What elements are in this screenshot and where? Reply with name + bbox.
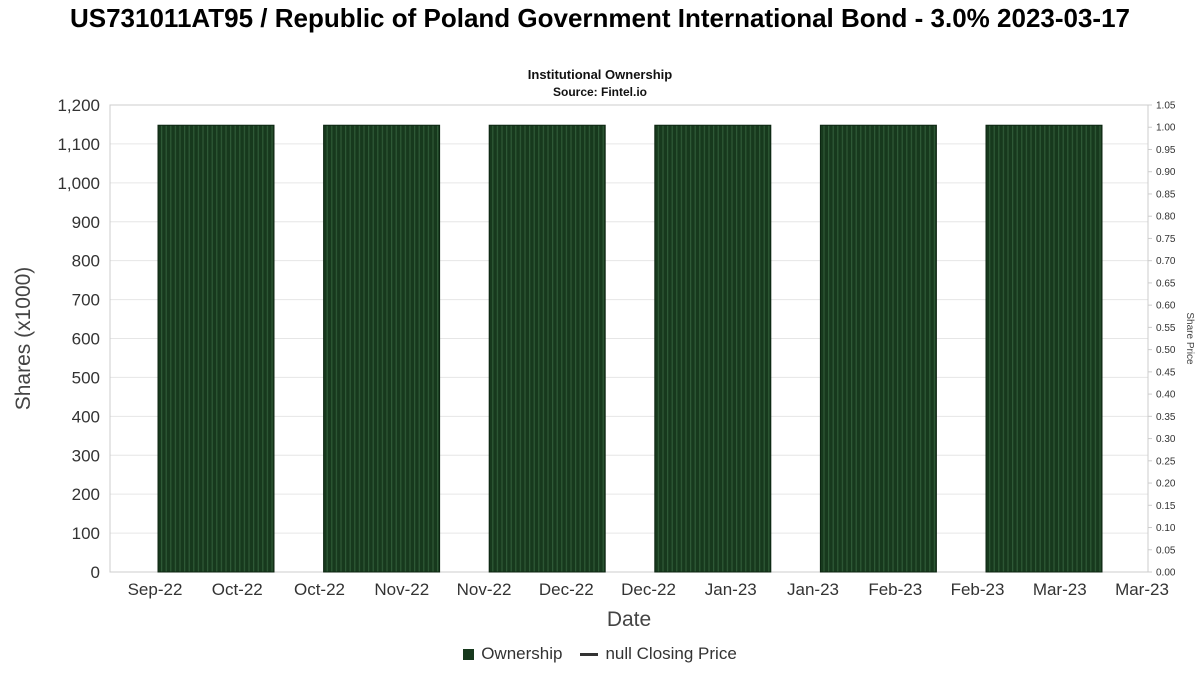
ownership-swatch-icon — [463, 648, 475, 660]
y-right-tick-label: 0.35 — [1156, 412, 1176, 423]
chart-subtitle: Institutional Ownership — [527, 67, 673, 82]
x-tick-label: Jan-23 — [705, 580, 757, 599]
y-right-tick-label: 0.80 — [1156, 212, 1176, 223]
chart-source: Source: Fintel.io — [552, 85, 647, 99]
x-tick-label: Nov-22 — [374, 580, 429, 599]
ownership-bar[interactable] — [323, 124, 441, 573]
y-right-tick-label: 0.55 — [1156, 323, 1176, 334]
y-left-tick-label: 1,100 — [57, 135, 100, 154]
y-right-tick-label: 0.40 — [1156, 390, 1176, 401]
y-left-tick-label: 800 — [72, 252, 100, 271]
ownership-bar[interactable] — [157, 124, 275, 573]
y-left-tick-label: 600 — [72, 330, 100, 349]
legend: Ownership null Closing Price — [0, 644, 1200, 664]
y-right-tick-label: 0.20 — [1156, 479, 1176, 490]
y-left-axis-title: Shares (x1000) — [12, 267, 35, 411]
x-tick-label: Oct-22 — [294, 580, 345, 599]
y-right-tick-label: 1.00 — [1156, 123, 1176, 134]
y-right-tick-label: 0.10 — [1156, 523, 1176, 534]
y-left-tick-label: 300 — [72, 446, 100, 465]
y-left-tick-label: 900 — [72, 213, 100, 232]
y-right-axis-title: Share Price — [1184, 312, 1195, 365]
closing-price-line-icon — [580, 652, 599, 656]
y-right-tick-label: 0.65 — [1156, 278, 1176, 289]
y-right-tick-label: 0.70 — [1156, 256, 1176, 267]
x-tick-label: Dec-22 — [539, 580, 594, 599]
plot-frame — [109, 104, 1149, 573]
legend-label-ownership: Ownership — [481, 644, 563, 663]
x-tick-label: Mar-23 — [1033, 580, 1087, 599]
ownership-bar[interactable] — [985, 124, 1103, 573]
legend-label-closing-price: null Closing Price — [605, 644, 737, 663]
y-right-tick-label: 0.00 — [1156, 568, 1176, 579]
y-right-tick-label: 0.45 — [1156, 367, 1176, 378]
y-left-tick-label: 0 — [91, 563, 100, 582]
y-right-tick-label: 0.15 — [1156, 501, 1176, 512]
x-tick-label: Feb-23 — [868, 580, 922, 599]
y-right-tick-label: 0.05 — [1156, 545, 1176, 556]
y-left-tick-label: 400 — [72, 407, 100, 426]
y-right-tick-label: 0.75 — [1156, 234, 1176, 245]
x-tick-label: Jan-23 — [787, 580, 839, 599]
x-axis-title: Date — [607, 608, 651, 631]
y-right-tick-label: 0.85 — [1156, 189, 1176, 200]
x-tick-label: Mar-23 — [1115, 580, 1169, 599]
y-left-tick-label: 700 — [72, 291, 100, 310]
ownership-bar[interactable] — [488, 124, 606, 573]
y-left-tick-label: 1,200 — [57, 96, 100, 115]
y-right-tick-label: 1.05 — [1156, 101, 1176, 112]
x-tick-label: Oct-22 — [212, 580, 263, 599]
ownership-bar[interactable] — [654, 124, 772, 573]
legend-item-ownership[interactable]: Ownership — [463, 644, 562, 664]
x-tick-label: Dec-22 — [621, 580, 676, 599]
x-tick-label: Nov-22 — [457, 580, 512, 599]
legend-item-closing-price[interactable]: null Closing Price — [580, 644, 737, 664]
x-tick-label: Feb-23 — [951, 580, 1005, 599]
y-right-tick-label: 0.50 — [1156, 345, 1176, 356]
x-tick-label: Sep-22 — [128, 580, 183, 599]
y-right-tick-label: 0.90 — [1156, 167, 1176, 178]
y-left-tick-label: 500 — [72, 368, 100, 387]
y-right-tick-label: 0.25 — [1156, 456, 1176, 467]
ownership-bar[interactable] — [819, 124, 937, 573]
y-left-tick-label: 1,000 — [57, 174, 100, 193]
y-right-tick-label: 0.95 — [1156, 145, 1176, 156]
y-right-tick-label: 0.30 — [1156, 434, 1176, 445]
chart-title: US731011AT95 / Republic of Poland Govern… — [69, 3, 1131, 33]
y-right-tick-label: 0.60 — [1156, 301, 1176, 312]
y-left-tick-label: 100 — [72, 524, 100, 543]
y-left-tick-label: 200 — [72, 485, 100, 504]
